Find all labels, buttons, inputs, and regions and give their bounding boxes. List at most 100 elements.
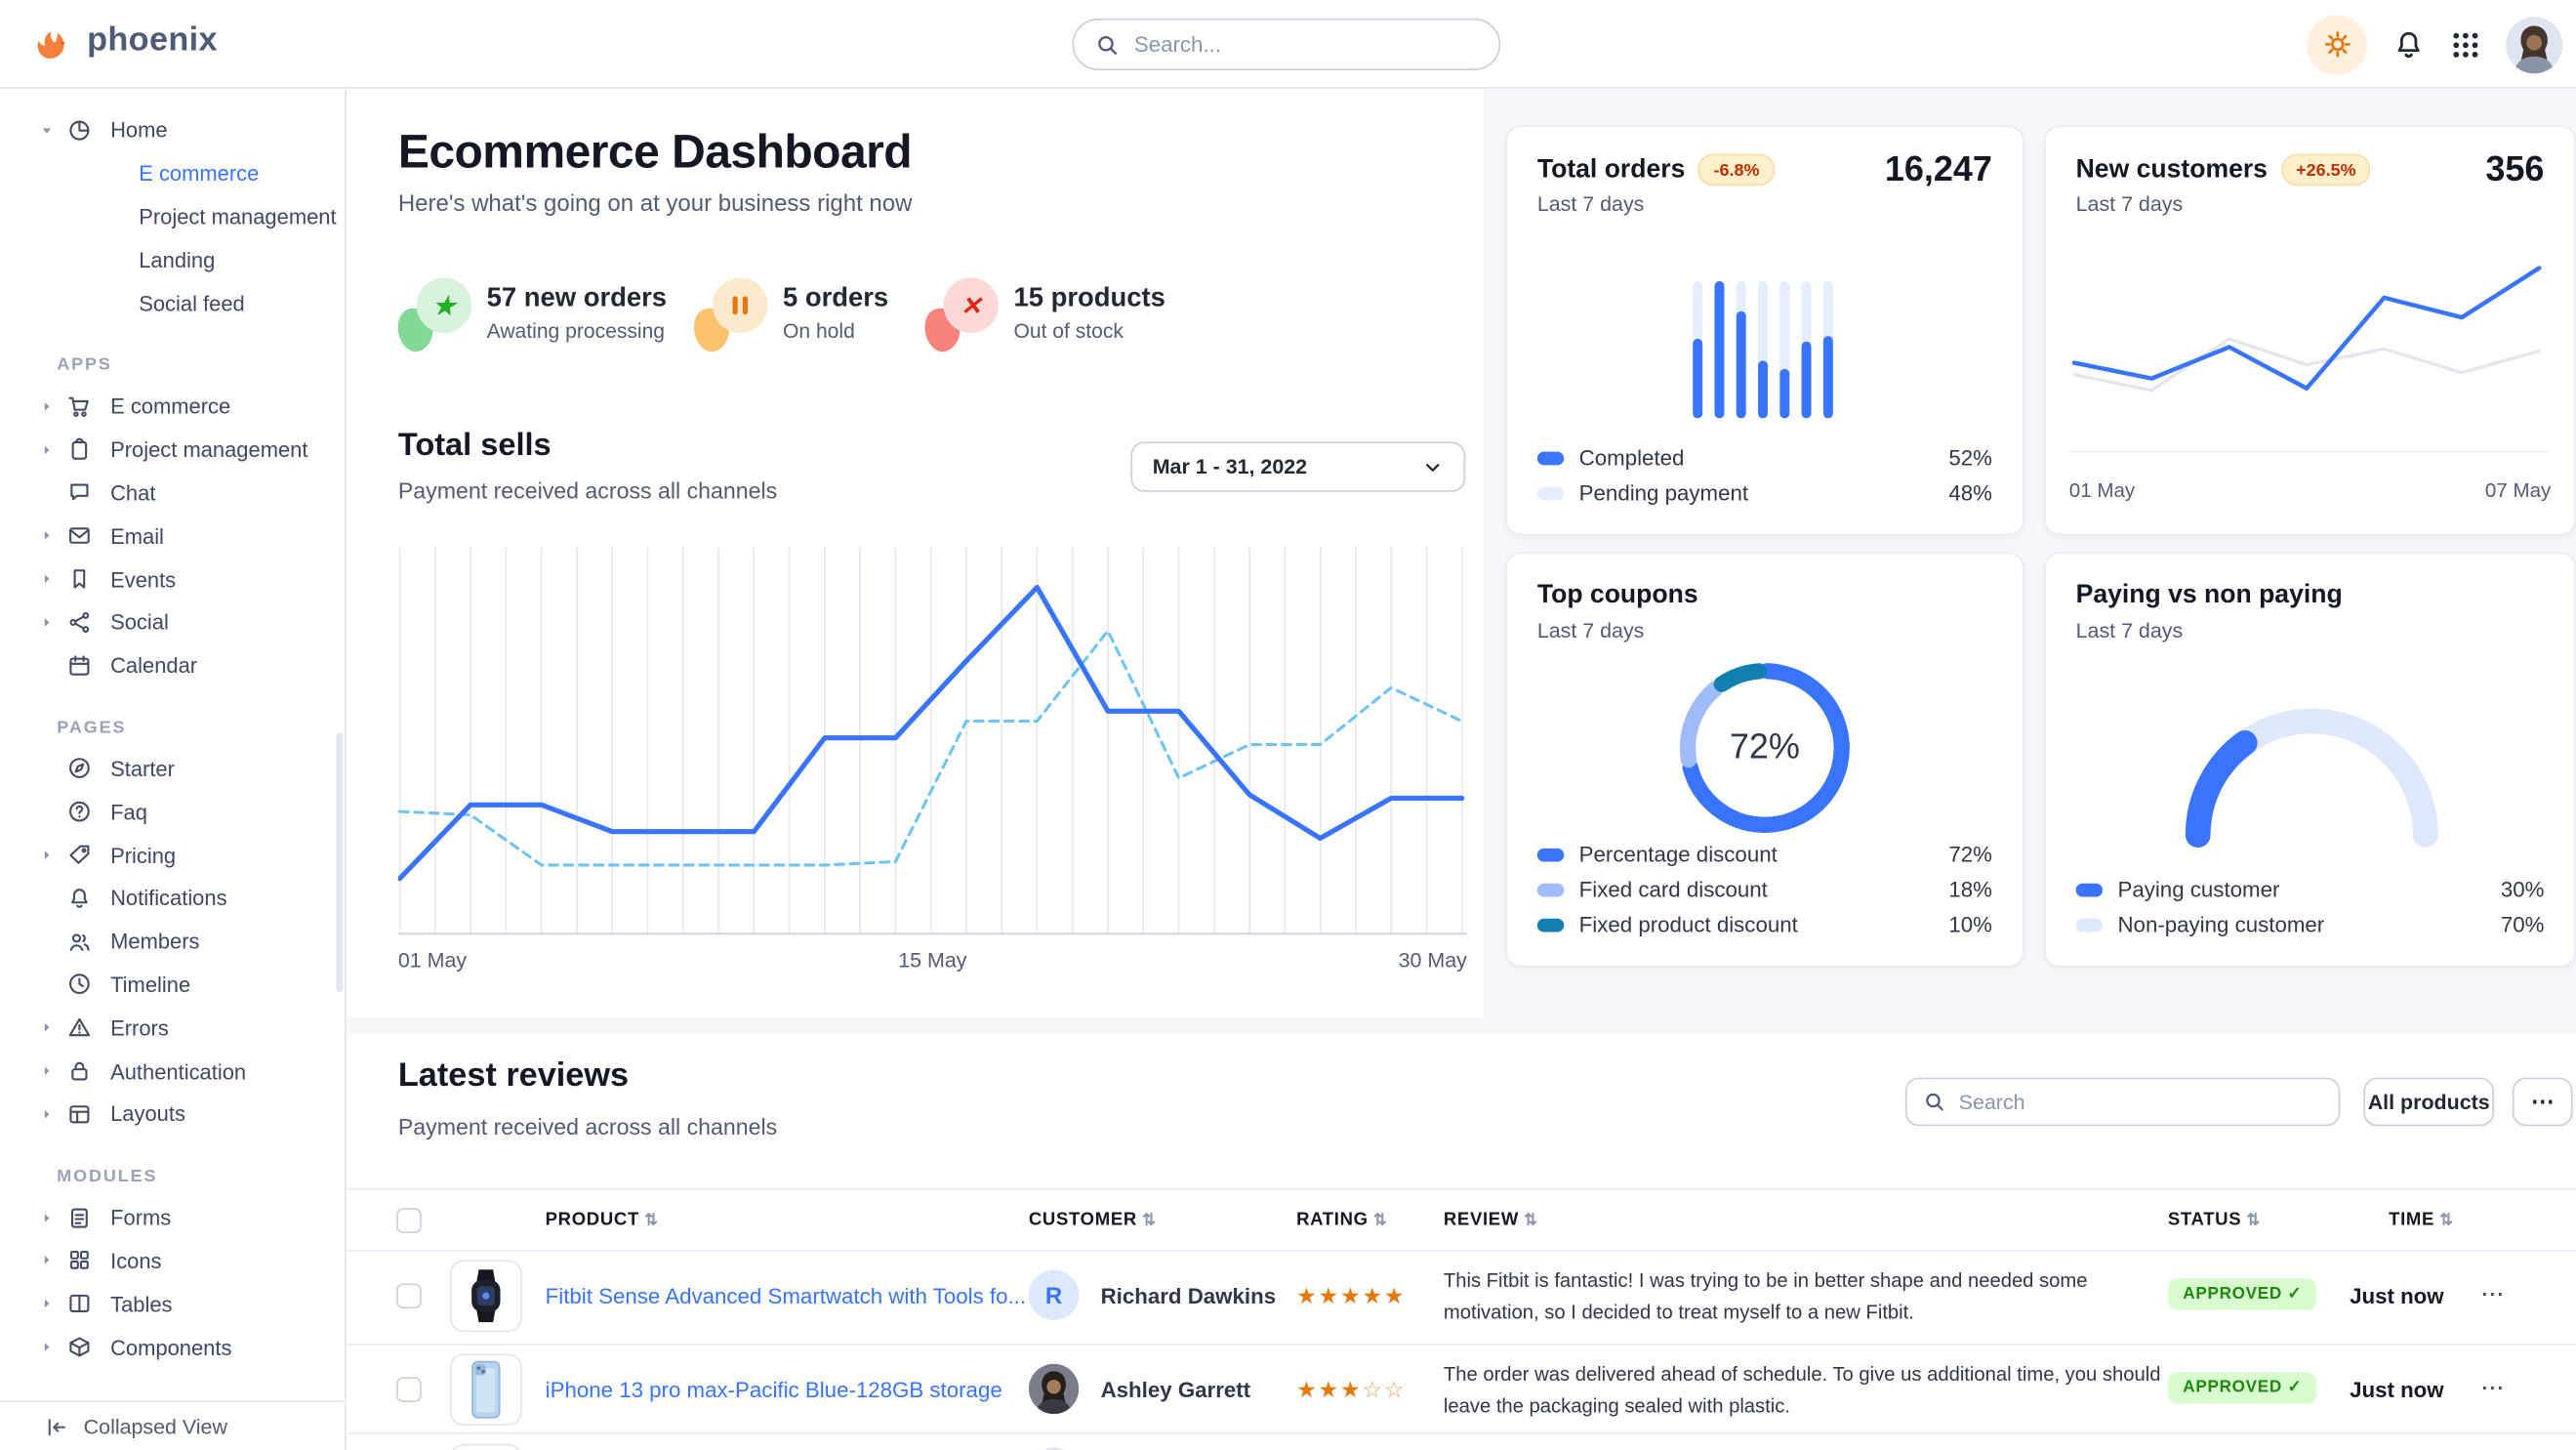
sidebar-item-notifications[interactable]: Notifications [0,877,345,920]
column-header-status[interactable]: STATUS ⇅ [2168,1210,2261,1230]
sidebar-item-calendar[interactable]: Calendar [0,643,345,686]
sidebar-item-e-commerce[interactable]: E commerce [0,385,345,428]
sidebar-item-components[interactable]: Components [0,1325,345,1368]
sidebar-item-label: Members [110,929,200,955]
sidebar-item-starter[interactable]: Starter [0,747,345,790]
cart-icon [67,394,93,419]
product-image [449,1443,522,1450]
sidebar-item-forms[interactable]: Forms [0,1196,345,1239]
sidebar-item-label: Timeline [110,972,191,998]
stat-danger: ✕ 15 products Out of stock [920,277,1165,355]
sidebar-item-timeline[interactable]: Timeline [0,963,345,1006]
stat-warning: 5 orders On hold [689,277,888,355]
total-orders-value: 16,247 [1884,150,1992,189]
x-label-start: 01 May [2068,478,2136,503]
x-icon: ✕ [920,277,1000,355]
sidebar-item-members[interactable]: Members [0,920,345,963]
product-link[interactable]: iPhone 13 pro max-Pacific Blue-128GB sto… [545,1377,1002,1403]
sidebar-item-social-feed[interactable]: Social feed [0,281,345,324]
column-header-time[interactable]: TIME ⇅ [2389,1210,2453,1230]
grid-dots-icon [2450,29,2480,60]
legend-swatch [1536,485,1565,500]
legend-item: Fixed card discount 18% [1536,872,1992,907]
sidebar-item-faq[interactable]: Faq [0,790,345,833]
legend-value: 18% [1948,876,1992,902]
stat-value-label: 57 new orders [486,284,668,313]
card-period: Last 7 days [1536,192,1645,217]
sidebar-item-social[interactable]: Social [0,601,345,643]
column-header-rating[interactable]: RATING ⇅ [1296,1210,1387,1230]
sidebar-item-email[interactable]: Email [0,515,345,558]
rating-stars: ★★★★★ [1296,1283,1406,1309]
sun-icon [2322,30,2351,59]
lock-icon [67,1058,93,1084]
review-text: The order was delivered ahead of schedul… [1443,1361,2161,1418]
sidebar-item-tables[interactable]: Tables [0,1282,345,1325]
row-checkbox[interactable] [396,1283,422,1309]
users-icon [67,929,93,954]
collapse-sidebar-button[interactable]: Collapsed View [0,1400,346,1450]
sidebar-item-label: Authentication [110,1057,247,1084]
row-menu-button[interactable]: ⋯ [2480,1373,2507,1401]
sidebar-item-events[interactable]: Events [0,558,345,601]
sidebar-item-icons[interactable]: Icons [0,1239,345,1282]
global-search-input[interactable] [1133,31,1478,58]
brand-logo[interactable]: phoenix [30,19,218,63]
sidebar-item-chat[interactable]: Chat [0,472,345,515]
stat-success: ★ 57 new orders Awating processing [392,277,668,355]
theme-toggle-button[interactable] [2307,14,2367,75]
sidebar-item-project-management[interactable]: Project management [0,428,345,471]
row-menu-button[interactable]: ⋯ [2480,1279,2507,1307]
review-text: This Fitbit is fantastic! I was trying t… [1443,1267,2088,1324]
sidebar-item-home[interactable]: Home [0,108,345,151]
caret-right-icon [38,570,55,587]
all-products-button[interactable]: All products [2363,1077,2495,1127]
column-header-label: CUSTOMER [1028,1209,1137,1230]
reviews-subtitle: Payment received across all channels [397,1114,778,1139]
sidebar-item-pricing[interactable]: Pricing [0,834,345,877]
row-checkbox[interactable] [396,1377,422,1403]
apps-menu-button[interactable] [2450,29,2480,60]
legend-value: 10% [1948,911,1992,937]
paying-legend: Paying customer 30% Non-paying customer 70% [2075,872,2544,942]
reviews-search-input[interactable] [1958,1090,2322,1114]
sidebar-item-e-commerce[interactable]: E commerce [0,152,345,195]
review-time: Just now [2350,1377,2444,1403]
sidebar-scrollbar[interactable] [336,732,344,993]
legend-swatch [1536,847,1565,861]
select-all-checkbox[interactable] [396,1208,422,1233]
pie-icon [67,118,93,144]
sidebar-section-header: APPS [57,354,112,375]
check-icon: ✓ [2281,1379,2303,1397]
status-badge: APPROVED ✓ [2167,1372,2317,1404]
legend-item: Pending payment 48% [1536,476,1992,511]
date-range-select[interactable]: Mar 1 - 31, 2022 [1130,441,1466,492]
column-header-customer[interactable]: CUSTOMER ⇅ [1029,1210,1157,1230]
legend-swatch [2075,917,2104,932]
reviews-more-button[interactable]: ⋯ [2512,1077,2573,1127]
sort-icon: ⇅ [2439,1211,2454,1230]
sidebar-item-layouts[interactable]: Layouts [0,1093,345,1136]
stat-sub-label: On hold [782,319,855,344]
sidebar-item-label: E commerce [110,394,231,420]
legend-item: Fixed product discount 10% [1536,907,1992,942]
table-row: Fitbit Sense Advanced Smartwatch with To… [347,1252,2576,1341]
legend-swatch [1536,917,1565,932]
legend-value: 52% [1948,444,1992,471]
user-avatar[interactable] [2506,16,2563,73]
share-icon [67,609,93,635]
product-link[interactable]: Fitbit Sense Advanced Smartwatch with To… [545,1283,1027,1309]
notifications-button[interactable] [2392,27,2426,61]
sort-icon: ⇅ [1142,1211,1157,1230]
sidebar-item-errors[interactable]: Errors [0,1006,345,1049]
column-header-review[interactable]: REVIEW ⇅ [1444,1210,1538,1230]
column-header-product[interactable]: PRODUCT ⇅ [546,1210,659,1230]
sidebar-item-authentication[interactable]: Authentication [0,1050,345,1093]
bookmark-icon [67,566,93,592]
clipboard-icon [67,437,93,463]
caret-right-icon [38,1105,55,1122]
sidebar-item-landing[interactable]: Landing [0,238,345,281]
paying-card: Paying vs non paying Last 7 days Paying … [2044,552,2576,968]
sidebar-item-project-management[interactable]: Project management [0,195,345,238]
caret-right-icon [38,1019,55,1036]
